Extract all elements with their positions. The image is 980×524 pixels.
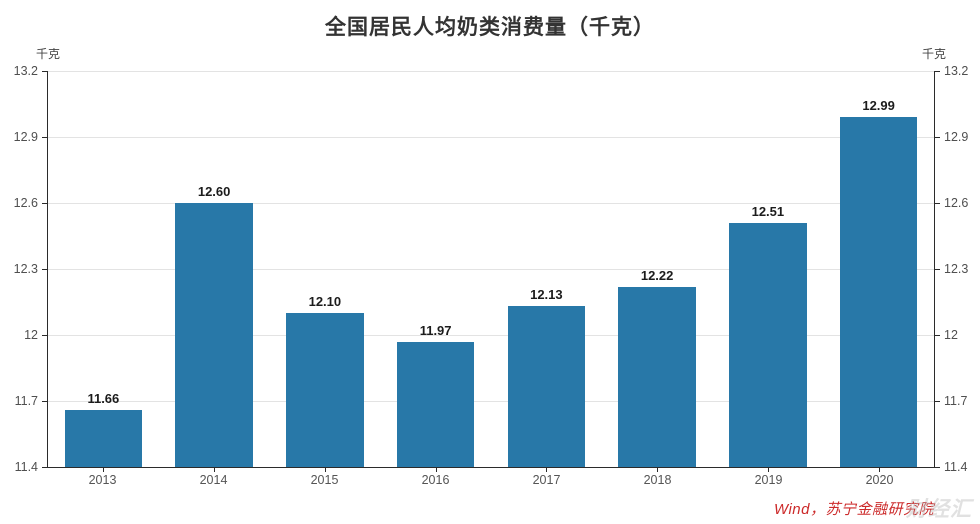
gridline	[48, 268, 934, 270]
xtick-label: 2019	[754, 473, 783, 487]
y-axis-unit-label-right: 千克	[921, 47, 946, 61]
gridline	[48, 136, 934, 138]
ytick-label: 12	[24, 328, 38, 343]
bar	[618, 286, 696, 467]
xtick-label: 2016	[421, 473, 450, 487]
bar	[286, 313, 364, 467]
ytick-mark	[42, 268, 47, 270]
bar-slot: 12.10	[270, 71, 381, 472]
xtick-label: 2015	[310, 473, 339, 487]
ytick-mark	[42, 71, 47, 72]
xtick-label: 2020	[865, 473, 894, 487]
ytick-label: 12.6	[944, 196, 969, 211]
xtick-mark	[103, 467, 105, 472]
bar-slot: 12.13	[491, 71, 602, 472]
xtick-mark	[657, 467, 659, 472]
source-credit: Wind，苏宁金融研究院	[773, 501, 934, 518]
bar-value-label: 11.66	[87, 390, 120, 406]
bar-value-label: 12.51	[751, 203, 785, 219]
ytick-label: 12.3	[944, 262, 969, 276]
bar-slot: 11.97	[380, 71, 491, 472]
ytick-label: 12.9	[13, 130, 38, 144]
xtick-mark	[546, 467, 548, 472]
bar	[396, 341, 475, 467]
ytick-mark	[42, 400, 47, 402]
xtick-label: 2014	[199, 473, 228, 487]
ytick-mark	[935, 136, 940, 138]
ytick-mark	[42, 136, 47, 138]
x-axis-labels: 2013 2014 2015 2016 2017 2018 2019 2020	[47, 473, 935, 487]
bar-slot: 12.51	[713, 71, 824, 472]
bar	[64, 409, 143, 467]
gridline	[48, 202, 934, 204]
bar-slot: 11.66	[48, 71, 159, 472]
bar-value-label: 11.97	[419, 322, 452, 338]
ytick-label: 11.4	[944, 460, 968, 474]
xtick-label: 2013	[88, 473, 117, 487]
ytick-mark	[42, 202, 47, 204]
bar-slot: 12.99	[823, 71, 934, 472]
gridline	[48, 334, 934, 336]
gridline	[48, 400, 934, 402]
gridline	[48, 71, 934, 72]
ytick-mark	[935, 334, 940, 336]
ytick-mark	[42, 334, 47, 336]
bar-slot: 12.60	[159, 71, 270, 472]
bar-value-label: 12.22	[640, 267, 674, 283]
bar-value-label: 12.10	[308, 294, 342, 309]
ytick-label: 13.2	[13, 64, 38, 78]
ytick-label: 12.3	[13, 262, 38, 276]
bars-layer: 11.66 12.60 12.10 11.97 12.13 12.22 12.51 12.99	[48, 71, 934, 472]
xtick-mark	[435, 467, 437, 472]
xtick-mark	[878, 467, 880, 472]
ytick-mark	[935, 466, 940, 468]
bar-slot: 12.22	[602, 71, 713, 472]
bar	[175, 203, 253, 467]
y-axis-unit-label-left: 千克	[36, 47, 61, 61]
ytick-mark	[42, 466, 47, 468]
bar-value-label: 12.13	[530, 287, 563, 303]
ytick-mark	[935, 268, 940, 270]
bar-value-label: 12.99	[862, 98, 895, 114]
bar-value-label: 12.60	[197, 184, 231, 200]
ytick-label: 12.6	[13, 196, 38, 211]
bar	[729, 222, 807, 467]
xtick-mark	[214, 467, 216, 472]
xtick-mark	[324, 467, 326, 472]
xtick-mark	[767, 467, 769, 472]
ytick-label: 11.4	[14, 460, 38, 474]
ytick-mark	[935, 71, 940, 72]
plot-area: 11.4 11.4 11.7 11.7 12 12 12.3 12.3 12.6 12.6 12.9…	[14, 64, 969, 474]
ytick-label: 11.7	[944, 394, 968, 409]
ytick-mark	[935, 202, 940, 204]
ytick-label: 12	[944, 328, 958, 343]
bar	[839, 117, 918, 467]
xtick-label: 2017	[532, 473, 561, 487]
ytick-mark	[935, 400, 940, 402]
watermark: 财经汇	[906, 498, 972, 521]
bar	[507, 306, 586, 467]
chart-title: 全国居民人均奶类消费量（千克）	[325, 16, 655, 39]
ytick-label: 11.7	[14, 394, 38, 409]
ytick-label: 12.9	[944, 130, 969, 144]
xtick-label: 2018	[643, 473, 672, 487]
ytick-label: 13.2	[944, 64, 969, 78]
